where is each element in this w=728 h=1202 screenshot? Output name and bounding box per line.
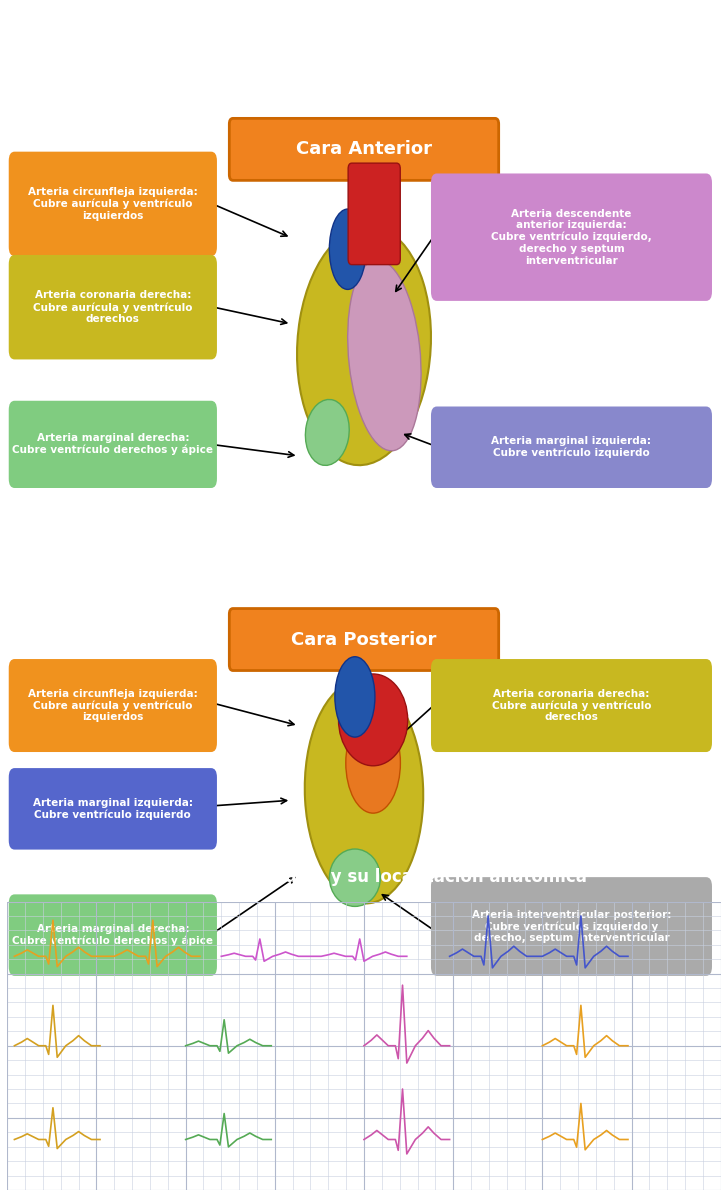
Text: Arteria coronaria derecha:
Cubre aurícula y ventrículo
derechos: Arteria coronaria derecha: Cubre aurícul…: [33, 291, 193, 325]
Text: §: §: [23, 16, 36, 38]
Ellipse shape: [339, 674, 408, 766]
Text: Arteria marginal derecha:
Cubre ventrículo derechos y ápice: Arteria marginal derecha: Cubre ventrícu…: [12, 433, 213, 456]
Text: Arteria marginal izquierda:
Cubre ventrículo izquierdo: Arteria marginal izquierda: Cubre ventrí…: [33, 798, 193, 820]
Ellipse shape: [329, 849, 381, 906]
Ellipse shape: [348, 260, 421, 451]
FancyBboxPatch shape: [348, 163, 400, 264]
FancyBboxPatch shape: [229, 608, 499, 671]
Ellipse shape: [346, 713, 400, 813]
Text: División de arterias coronarias y su irrigación: División de arterias coronarias y su irr…: [114, 17, 614, 37]
FancyBboxPatch shape: [9, 151, 217, 256]
Ellipse shape: [335, 656, 375, 737]
FancyBboxPatch shape: [9, 400, 217, 488]
FancyBboxPatch shape: [9, 255, 217, 359]
Text: Cara Anterior: Cara Anterior: [296, 141, 432, 159]
Text: Arteria interventricular posterior:
Cubre ventrículos izquierdo y
derecho, septu: Arteria interventricular posterior: Cubr…: [472, 910, 671, 944]
Text: Arteria circunfleja izquierda:
Cubre aurícula y ventrículo
izquierdos: Arteria circunfleja izquierda: Cubre aur…: [28, 689, 198, 722]
Text: Electrocardiograma y su localización anatómica: Electrocardiograma y su localización ana…: [141, 867, 587, 886]
FancyBboxPatch shape: [9, 659, 217, 752]
Text: Arteria circunfleja izquierda:
Cubre aurícula y ventrículo
izquierdos: Arteria circunfleja izquierda: Cubre aur…: [28, 188, 198, 221]
Text: Arteria marginal izquierda:
Cubre ventrículo izquierdo: Arteria marginal izquierda: Cubre ventrí…: [491, 436, 652, 458]
FancyBboxPatch shape: [9, 894, 217, 976]
FancyBboxPatch shape: [431, 406, 712, 488]
FancyBboxPatch shape: [229, 118, 499, 180]
Text: Arteria coronaria derecha:
Cubre aurícula y ventrículo
derechos: Arteria coronaria derecha: Cubre aurícul…: [491, 689, 652, 722]
Ellipse shape: [297, 226, 431, 465]
FancyBboxPatch shape: [431, 877, 712, 976]
FancyBboxPatch shape: [431, 173, 712, 300]
Text: Arteria marginal derecha:
Cubre ventrículo derechos y ápice: Arteria marginal derecha: Cubre ventrícu…: [12, 924, 213, 946]
Ellipse shape: [305, 399, 349, 465]
Text: Cara Posterior: Cara Posterior: [291, 631, 437, 649]
Text: Arteria descendente
anterior izquierda:
Cubre ventrículo izquierdo,
derecho y se: Arteria descendente anterior izquierda: …: [491, 209, 652, 266]
FancyBboxPatch shape: [9, 768, 217, 850]
Ellipse shape: [305, 680, 423, 904]
FancyBboxPatch shape: [431, 659, 712, 752]
Ellipse shape: [329, 209, 366, 290]
